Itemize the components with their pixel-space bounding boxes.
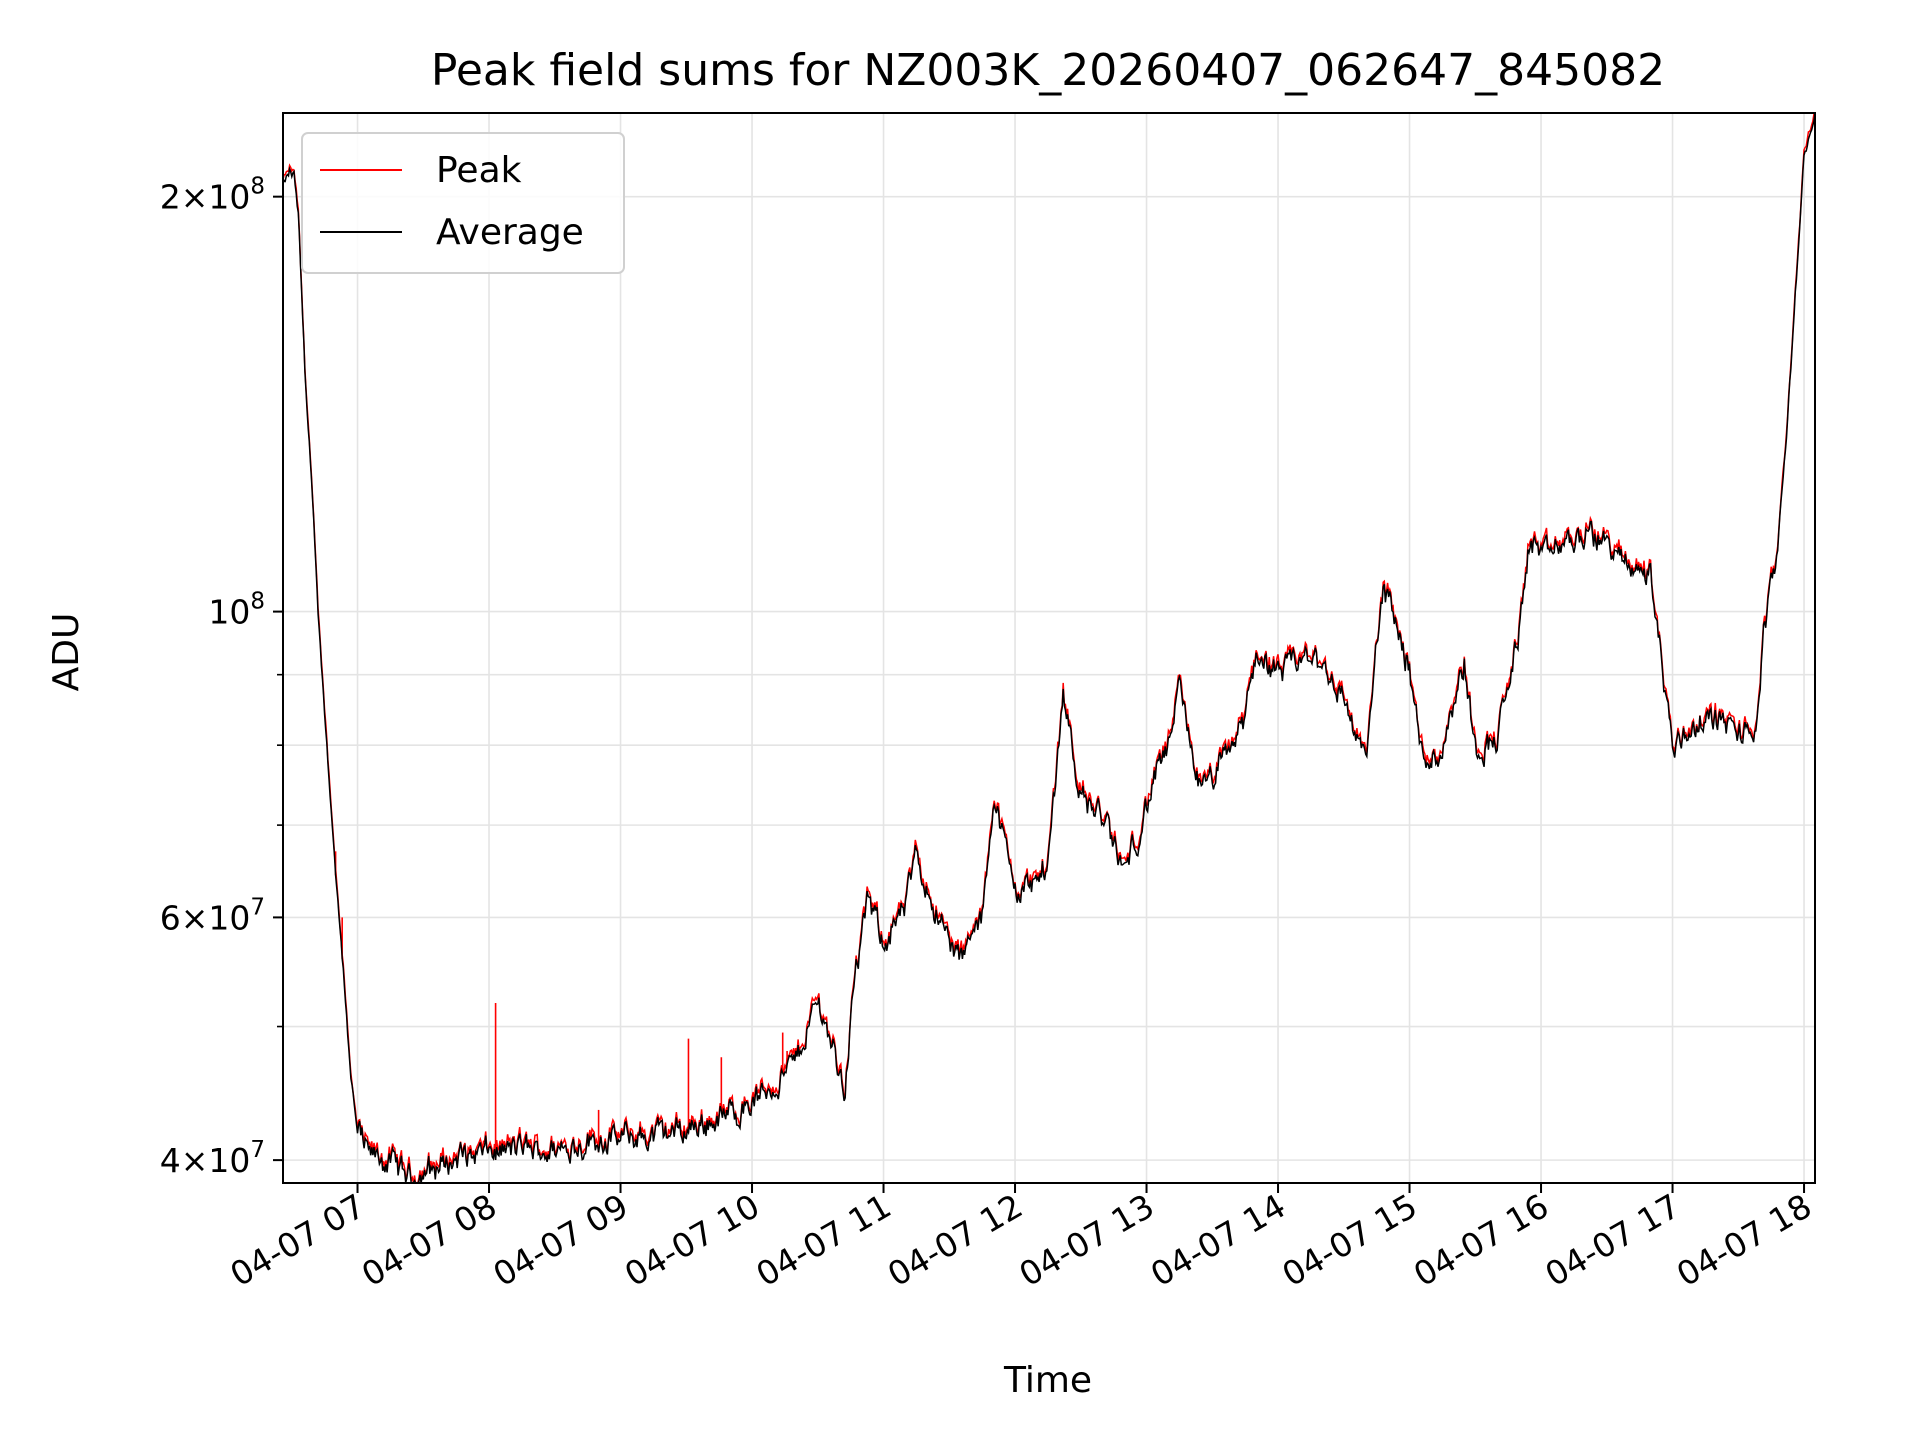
legend: Peak Average [301,132,625,274]
y-tick-label: 4×107 [160,1137,265,1180]
grid [283,113,1815,1183]
chart-title: Peak field sums for NZ003K_20260407_0626… [431,45,1665,96]
y-tick-label: 6×107 [160,894,265,937]
x-axis-label: Time [1003,1360,1092,1401]
legend-box [301,132,625,274]
legend-average-label: Average [436,212,584,253]
series-layer [282,112,1816,1184]
y-tick-label: 108 [208,589,265,632]
y-axis-label: ADU [46,613,87,692]
series-line-average [282,112,1816,1184]
y-axis-ticks: 4×107 6×107 108 2×108 [160,174,283,1180]
axes-frame [282,112,1816,1184]
legend-peak-label: Peak [436,150,522,191]
y-tick-label: 2×108 [160,174,265,217]
